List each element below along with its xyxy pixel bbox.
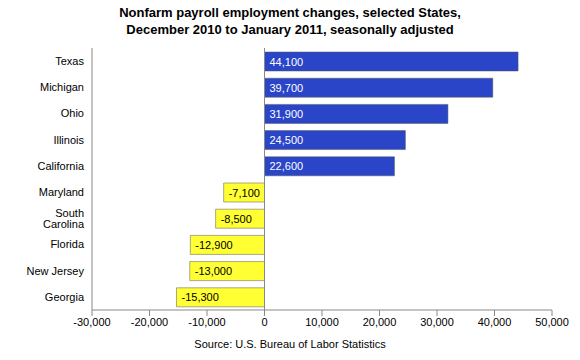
svg-text:-13,000: -13,000	[195, 265, 232, 277]
svg-text:Michigan: Michigan	[40, 81, 84, 93]
svg-text:10,000: 10,000	[305, 316, 339, 328]
svg-text:-12,900: -12,900	[195, 239, 232, 251]
svg-text:New Jersey: New Jersey	[27, 265, 85, 277]
svg-text:-10,000: -10,000	[188, 316, 225, 328]
svg-text:24,500: 24,500	[270, 134, 304, 146]
svg-text:-20,000: -20,000	[131, 316, 168, 328]
html-text:Nonfarm payroll employment cha: Nonfarm payroll employment changes, sele…	[119, 5, 461, 20]
svg-text:-15,300: -15,300	[182, 291, 219, 303]
svg-text:22,600: 22,600	[270, 160, 304, 172]
svg-text:0: 0	[261, 316, 267, 328]
svg-text:Maryland: Maryland	[39, 186, 84, 198]
svg-text:50,000: 50,000	[535, 316, 569, 328]
svg-text:Florida: Florida	[50, 238, 85, 250]
svg-text:Georgia: Georgia	[45, 291, 85, 303]
svg-text:39,700: 39,700	[270, 82, 304, 94]
svg-text:Ohio: Ohio	[61, 107, 84, 119]
svg-text:-8,500: -8,500	[221, 213, 252, 225]
svg-text:20,000: 20,000	[363, 316, 397, 328]
svg-text:-30,000: -30,000	[73, 316, 110, 328]
svg-text:California: California	[38, 160, 85, 172]
svg-text:SouthCarolina: SouthCarolina	[43, 207, 85, 230]
svg-text:40,000: 40,000	[478, 316, 512, 328]
svg-text:Illinois: Illinois	[53, 134, 84, 146]
html-text:December 2010 to January 2011,: December 2010 to January 2011, seasonall…	[126, 22, 454, 37]
svg-text:-7,100: -7,100	[229, 187, 260, 199]
svg-text:44,100: 44,100	[270, 56, 304, 68]
svg-text:30,000: 30,000	[420, 316, 454, 328]
svg-text:Texas: Texas	[55, 55, 84, 67]
html-text:Source: U.S. Bureau of Labor S: Source: U.S. Bureau of Labor Statistics	[194, 338, 386, 350]
svg-text:31,900: 31,900	[270, 108, 304, 120]
